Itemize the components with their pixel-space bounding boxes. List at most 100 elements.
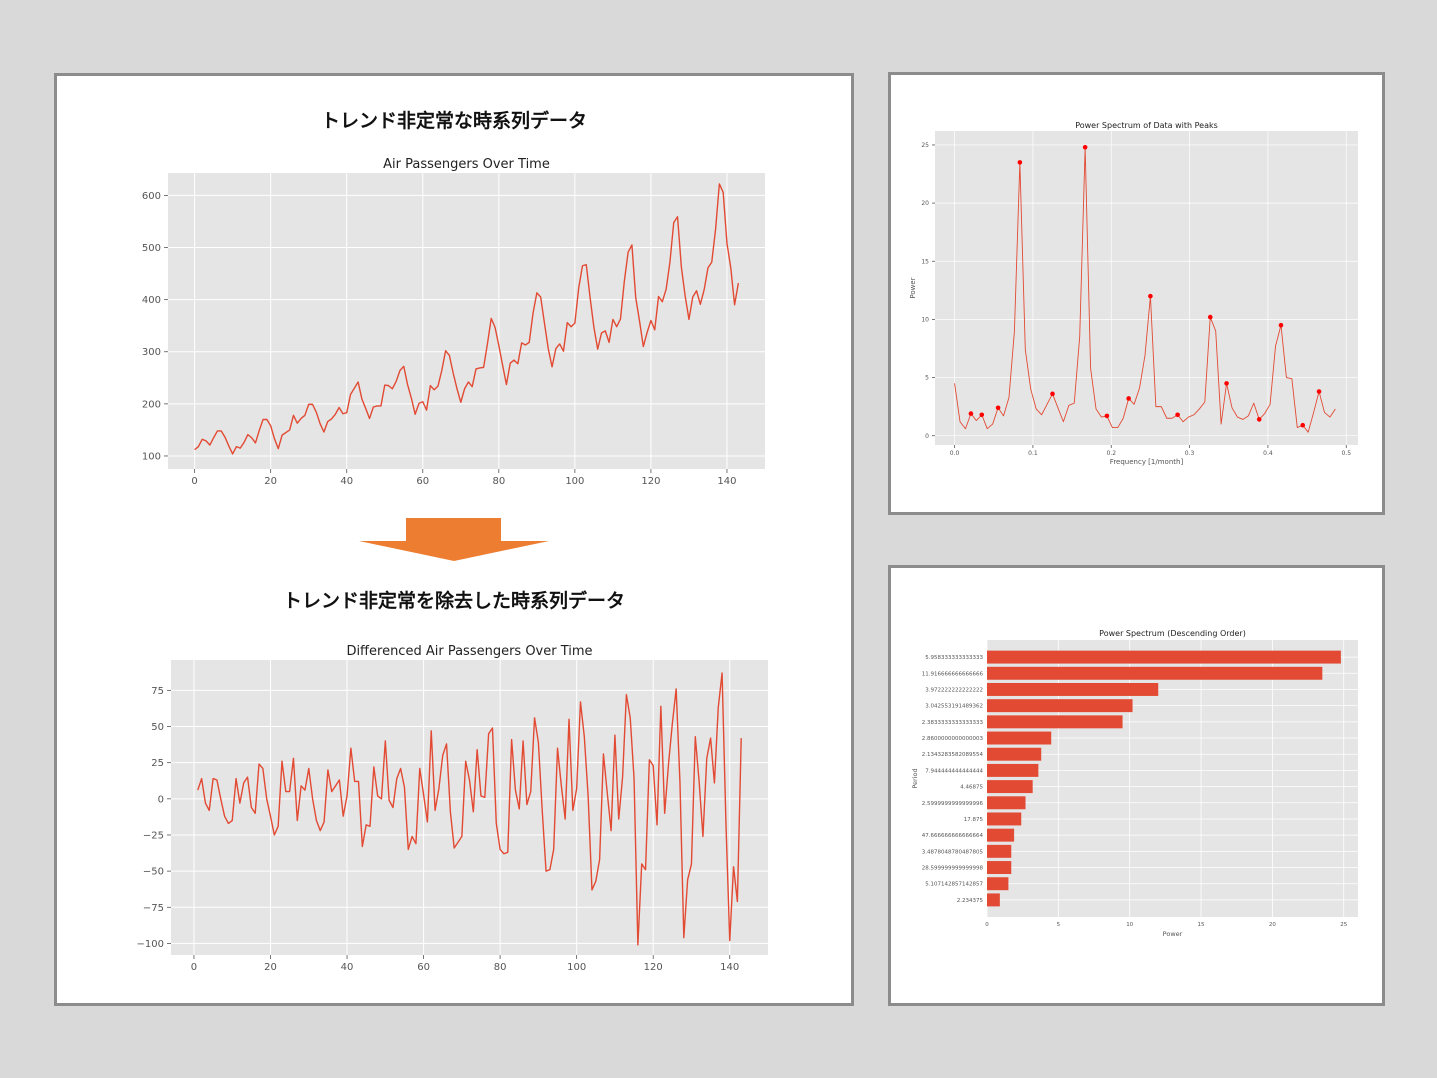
y-tick-label: 3.4878048780487805 xyxy=(922,849,984,855)
y-tick-label: 5.958333333333333 xyxy=(925,655,983,661)
heading-trend-removed: トレンド非定常を除去した時系列データ xyxy=(282,590,625,612)
x-tick-label: 25 xyxy=(1340,922,1347,928)
power-spectrum-panel: 0.0 0.1 0.2 0.3 0.4 0.5 0 5 10 15 20 25 Power Spectr… xyxy=(888,72,1385,515)
peak-marker xyxy=(1104,413,1110,419)
y-tick-label: 500 xyxy=(142,243,161,254)
y-tick-label: 100 xyxy=(142,451,161,462)
y-tick-label: 15 xyxy=(921,258,929,265)
x-tick-label: 100 xyxy=(567,962,586,973)
peak-marker xyxy=(1224,381,1229,386)
bar xyxy=(987,877,1009,891)
data-series-line xyxy=(194,183,740,455)
bar xyxy=(987,715,1123,729)
bar xyxy=(987,844,1012,858)
data-series-line xyxy=(954,146,1336,433)
peak-marker xyxy=(995,405,1001,411)
chart-title: Differenced Air Passengers Over Time xyxy=(346,644,592,659)
bar xyxy=(987,780,1033,794)
plot-area xyxy=(168,173,765,469)
y-tick-label: 300 xyxy=(142,347,161,358)
bar xyxy=(987,812,1022,826)
x-tick-label: 20 xyxy=(264,476,277,487)
power-bar-panel: 0 5 10 15 20 25 5.958333333333333 11.9166666666… xyxy=(888,565,1385,1006)
y-tick-label: 2.3833333333333333 xyxy=(922,720,984,726)
plot-area xyxy=(171,660,768,955)
x-tick-label: 0.1 xyxy=(1028,450,1038,457)
plot-area xyxy=(935,131,1358,445)
x-tick-label: 0.4 xyxy=(1263,450,1273,457)
y-tick-label: 600 xyxy=(142,191,161,202)
x-tick-label: 40 xyxy=(341,962,354,973)
y-tick-label: 2.5999999999999996 xyxy=(922,801,984,807)
y-tick-label: 50 xyxy=(151,722,164,733)
bar xyxy=(987,699,1133,713)
x-tick-label: 60 xyxy=(416,476,429,487)
y-tick-label: 25 xyxy=(921,142,929,149)
peak-marker xyxy=(1050,391,1055,397)
x-tick-label: 0.3 xyxy=(1185,450,1195,457)
down-arrow-shape xyxy=(359,518,549,561)
peak-marker xyxy=(968,411,974,416)
heading-non-stationary: トレンド非定常な時系列データ xyxy=(320,110,587,132)
bar xyxy=(987,650,1341,664)
y-tick-label: −50 xyxy=(143,867,164,878)
y-tick-label: 5 xyxy=(925,375,929,382)
bar xyxy=(987,861,1012,875)
x-axis-label: Frequency [1/month] xyxy=(1110,458,1184,466)
x-tick-label: 20 xyxy=(264,962,277,973)
x-tick-label: 10 xyxy=(1126,922,1133,928)
chart-title: Power Spectrum of Data with Peaks xyxy=(1075,121,1218,130)
plot-area xyxy=(987,640,1358,917)
y-tick-label: 0 xyxy=(925,433,929,440)
left-slide-panel: トレンド非定常な時系列データ 0 20 40 60 80 100 120 140 100 200 3… xyxy=(54,73,854,1006)
x-tick-label: 120 xyxy=(644,962,663,973)
y-tick-label: 25 xyxy=(151,758,164,769)
y-tick-label: 11.916666666666666 xyxy=(922,671,984,677)
y-tick-label: 200 xyxy=(142,399,161,410)
y-tick-label: −100 xyxy=(137,939,164,950)
data-series-line xyxy=(197,672,742,946)
y-tick-label: −75 xyxy=(143,903,164,914)
bar xyxy=(987,666,1323,680)
x-tick-label: 5 xyxy=(1057,922,1061,928)
bar xyxy=(987,893,1000,907)
y-tick-label: 2.234375 xyxy=(957,898,984,904)
chart-title: Power Spectrum (Descending Order) xyxy=(1099,629,1246,638)
y-tick-label: 28.599999999999998 xyxy=(922,866,984,872)
x-tick-label: 0.2 xyxy=(1106,450,1116,457)
x-tick-label: 100 xyxy=(565,476,584,487)
bar xyxy=(987,796,1026,810)
x-tick-label: 80 xyxy=(494,962,507,973)
air-passengers-chart: 0 20 40 60 80 100 120 140100200300400500600Air … xyxy=(137,157,768,973)
x-tick-label: 0 xyxy=(985,922,989,928)
peak-marker xyxy=(1256,417,1262,422)
y-axis-label: Power xyxy=(909,277,917,298)
bar xyxy=(987,682,1159,696)
y-tick-label: 7.944444444444444 xyxy=(925,768,983,774)
x-tick-label: 40 xyxy=(340,476,353,487)
power-spectrum-chart: 0.0 0.1 0.2 0.3 0.4 0.5 0 5 10 15 20 25 Power Spectr… xyxy=(909,121,1358,466)
x-tick-label: 80 xyxy=(492,476,505,487)
bar xyxy=(987,763,1039,777)
x-tick-label: 0.5 xyxy=(1341,450,1351,457)
y-tick-label: 17.875 xyxy=(964,817,984,823)
bar xyxy=(987,731,1052,745)
peak-marker xyxy=(1126,396,1131,401)
y-tick-label: 75 xyxy=(151,686,164,697)
y-tick-label: 5.107142857142857 xyxy=(925,882,983,888)
bar xyxy=(987,828,1015,842)
peak-marker xyxy=(1017,160,1023,165)
y-tick-label: 400 xyxy=(142,295,161,306)
y-tick-label: 3.972222222222222 xyxy=(925,687,983,693)
x-tick-label: 140 xyxy=(720,962,739,973)
x-tick-label: 60 xyxy=(417,962,430,973)
peak-marker xyxy=(1082,144,1088,150)
y-tick-label: 4.46875 xyxy=(960,785,983,791)
y-tick-label: 2.1343283582089554 xyxy=(922,752,984,758)
power-bar-chart: 0 5 10 15 20 25 5.958333333333333 11.9166666666… xyxy=(911,629,1358,938)
peak-marker xyxy=(1207,314,1213,320)
peak-marker xyxy=(979,412,985,418)
x-tick-label: 0 xyxy=(191,476,197,487)
y-tick-label: −25 xyxy=(143,830,164,841)
y-tick-label: 3.042553191489362 xyxy=(925,704,983,710)
